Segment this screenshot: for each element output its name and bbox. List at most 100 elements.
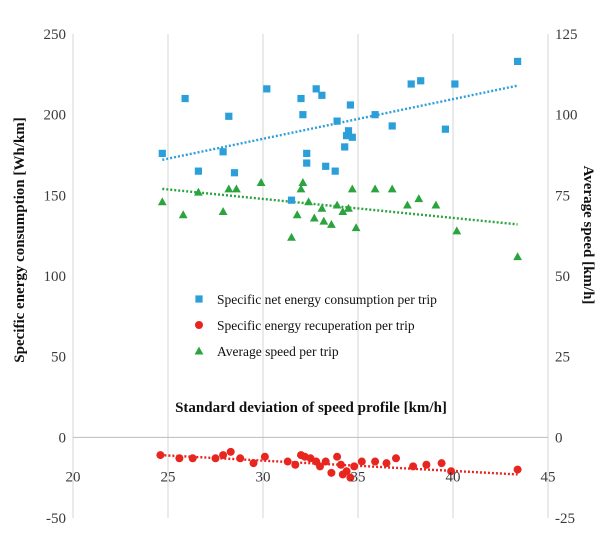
data-point-triangle	[317, 203, 327, 212]
data-point-circle	[437, 459, 446, 468]
data-point-triangle	[256, 178, 266, 186]
data-point-circle	[226, 447, 235, 456]
data-point-square	[230, 169, 239, 177]
data-point-square	[263, 85, 271, 93]
data-point-square	[318, 91, 326, 99]
data-point-square	[303, 159, 311, 167]
data-point-triangle	[304, 197, 313, 206]
data-point-triangle	[370, 184, 380, 193]
data-point-circle	[236, 454, 245, 463]
data-point-triangle	[338, 207, 348, 215]
data-point-square	[407, 80, 415, 88]
legend: Specific net energy consumption per trip…	[194, 292, 437, 359]
data-point-triangle	[157, 197, 167, 206]
y-right-tick-label: -25	[555, 511, 575, 527]
data-point-square	[441, 125, 449, 133]
y-left-tick-label: 150	[44, 188, 67, 204]
y-left-tick-label: 50	[51, 350, 66, 366]
data-point-triangle	[332, 200, 342, 209]
data-point-square	[303, 149, 311, 157]
x-tick-label: 30	[256, 469, 271, 485]
data-point-circle	[513, 465, 522, 474]
x-tick-label: 20	[66, 469, 81, 485]
data-point-circle	[327, 468, 336, 477]
point-layer	[156, 57, 522, 482]
y-right-tick-label: 125	[555, 27, 578, 43]
y-left-tick-label: 0	[59, 430, 67, 446]
data-point-circle	[219, 451, 228, 460]
y-right-tick-label: 25	[555, 350, 570, 366]
data-point-square	[194, 167, 202, 175]
data-point-circle	[350, 462, 359, 471]
data-point-circle	[346, 473, 355, 482]
data-point-circle	[409, 462, 418, 471]
data-point-circle	[333, 452, 342, 461]
data-point-square	[181, 94, 189, 103]
y-left-tick-label: 100	[44, 269, 67, 285]
data-point-circle	[188, 454, 197, 463]
legend-label: Average speed per trip	[217, 344, 339, 359]
data-point-square	[219, 148, 227, 156]
data-point-triangle	[414, 194, 424, 203]
data-point-square	[388, 122, 396, 130]
legend-marker-triangle	[194, 346, 204, 355]
data-point-triangle	[403, 200, 412, 209]
y-right-tick-label: 50	[555, 269, 570, 285]
x-tick-label: 25	[161, 469, 176, 485]
x-tick-label: 40	[446, 469, 461, 485]
data-point-square	[346, 101, 354, 109]
y-left-axis-title: Specific energy consumption [Wh/km]	[12, 117, 28, 362]
legend-marker-square	[195, 295, 203, 303]
y-right-tick-label: 75	[555, 188, 570, 204]
data-point-triangle	[298, 178, 308, 186]
data-point-triangle	[232, 184, 241, 193]
data-point-circle	[392, 454, 400, 463]
data-point-circle	[336, 460, 345, 469]
data-point-triangle	[513, 252, 522, 261]
trendline-triangle	[162, 187, 518, 226]
data-point-square	[451, 80, 459, 88]
data-point-circle	[447, 467, 456, 476]
data-point-square	[297, 94, 305, 103]
data-point-square	[322, 162, 330, 170]
data-point-triangle	[224, 184, 234, 193]
y-right-axis-title: Average speed [km/h]	[580, 166, 596, 305]
data-point-triangle	[194, 187, 203, 196]
data-point-circle	[175, 454, 184, 463]
data-point-circle	[249, 459, 258, 468]
data-point-triangle	[287, 232, 296, 241]
data-point-square	[344, 127, 353, 135]
data-point-triangle	[292, 210, 302, 219]
data-point-circle	[260, 452, 269, 461]
data-point-triangle	[327, 219, 336, 228]
grid-layer	[72, 34, 549, 518]
data-point-triangle	[347, 184, 357, 193]
x-axis-title: Standard deviation of speed profile [km/…	[175, 400, 447, 416]
data-point-triangle	[319, 216, 329, 225]
data-point-circle	[291, 460, 300, 469]
data-point-square	[312, 85, 320, 93]
data-point-square	[158, 149, 166, 157]
data-point-triangle	[296, 184, 306, 193]
legend-label: Specific energy recuperation per trip	[217, 318, 415, 333]
data-point-square	[343, 132, 351, 140]
y-left-tick-label: -50	[46, 511, 66, 527]
y-left-tick-label: 250	[44, 27, 67, 43]
data-point-square	[348, 133, 356, 141]
trend-layer	[160, 84, 518, 476]
data-point-triangle	[178, 210, 188, 219]
data-point-circle	[283, 457, 292, 466]
data-point-circle	[382, 459, 391, 468]
data-point-square	[514, 57, 522, 66]
data-point-triangle	[431, 200, 441, 209]
data-point-square	[341, 143, 349, 151]
data-point-triangle	[218, 207, 228, 215]
data-point-square	[333, 117, 341, 125]
data-point-circle	[422, 460, 431, 469]
x-tick-label: 45	[541, 469, 556, 485]
data-point-circle	[357, 457, 366, 466]
data-point-circle	[342, 467, 351, 476]
data-point-square	[417, 77, 425, 85]
y-right-tick-label: 0	[555, 430, 563, 446]
data-point-square	[225, 112, 233, 120]
